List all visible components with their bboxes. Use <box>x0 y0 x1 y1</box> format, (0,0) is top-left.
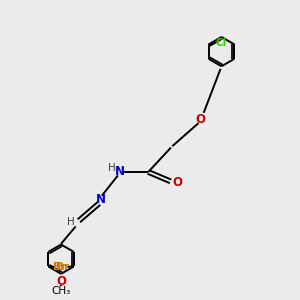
Text: O: O <box>56 275 66 288</box>
Text: H: H <box>108 163 116 173</box>
Text: Br: Br <box>53 262 66 272</box>
Text: N: N <box>96 194 106 206</box>
Text: O: O <box>172 176 182 189</box>
Text: H: H <box>67 217 74 227</box>
Text: N: N <box>115 166 125 178</box>
Text: CH₃: CH₃ <box>51 286 71 296</box>
Text: O: O <box>196 113 206 126</box>
Text: Br: Br <box>56 262 69 272</box>
Text: Cl: Cl <box>215 38 226 47</box>
